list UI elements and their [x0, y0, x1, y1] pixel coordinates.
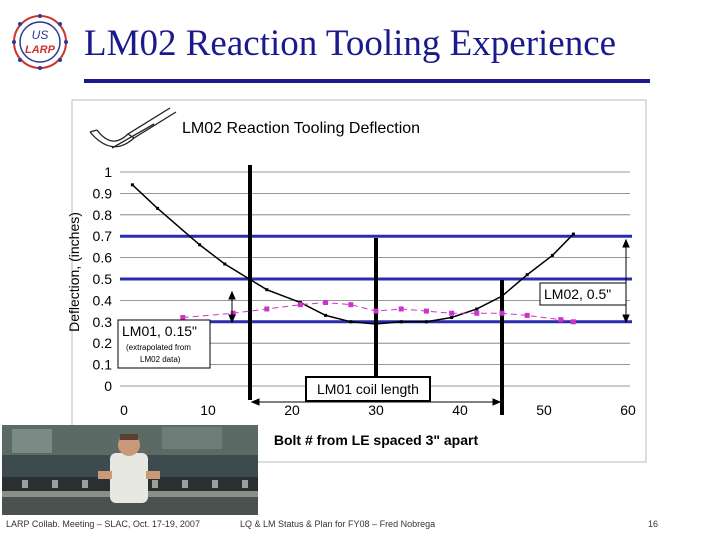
- coil-length-annotation: LM01 coil length: [317, 381, 419, 397]
- x-tick-label: 40: [452, 402, 468, 418]
- y-tick-label: 0.2: [93, 335, 113, 351]
- y-tick-label: 0.8: [93, 207, 113, 223]
- lm02-data-point: [324, 313, 328, 317]
- y-tick-label: 0.7: [93, 228, 113, 244]
- lm01-data-point: [398, 306, 404, 312]
- lm02-data-point: [223, 262, 227, 266]
- us-larp-logo: US LARP: [12, 14, 68, 70]
- lm02-data-point: [374, 322, 378, 326]
- y-tick-label: 1: [104, 164, 112, 180]
- lm01-annotation: LM01, 0.15": [122, 323, 197, 339]
- lm01-data-point: [230, 310, 236, 316]
- footer-meeting: LARP Collab. Meeting – SLAC, Oct. 17-19,…: [6, 519, 200, 529]
- y-tick-label: 0.4: [93, 292, 113, 308]
- lm01-annotation-box: [117, 319, 211, 369]
- slide-title: LM02 Reaction Tooling Experience: [84, 23, 617, 64]
- title-rule: [84, 79, 650, 83]
- lm02-data-point: [349, 320, 353, 324]
- x-tick-label: 20: [284, 402, 300, 418]
- lm02-data-point: [500, 294, 504, 298]
- x-tick-label: 50: [536, 402, 552, 418]
- lm02-data-point: [550, 253, 554, 257]
- lm01-data-point: [323, 300, 329, 306]
- lm01-data-point: [180, 315, 186, 321]
- lm01-data-point: [423, 308, 429, 314]
- lm01-data-point: [474, 310, 480, 316]
- x-tick-label: 10: [200, 402, 216, 418]
- chart-title: LM02 Reaction Tooling Deflection: [182, 120, 420, 137]
- lm02-deflection-arrow: [622, 238, 630, 324]
- lm02-data-point: [475, 307, 479, 311]
- tooling-cross-section-icon: [89, 107, 177, 149]
- y-tick-label: 0.1: [93, 357, 113, 373]
- y-axis-label: Deflection, (inches): [66, 212, 82, 332]
- lm01-data-point: [348, 302, 354, 308]
- lm01-data-point: [499, 310, 505, 316]
- lm02-annotation-box: [539, 282, 627, 306]
- lm02-data-point: [156, 206, 160, 210]
- lm02-data-point: [525, 273, 529, 277]
- lm02-data-point: [265, 288, 269, 292]
- lm01-data-point: [373, 308, 379, 314]
- lm01-data-point: [570, 319, 576, 325]
- x-tick-label: 30: [368, 402, 384, 418]
- lm02-data-point: [130, 183, 134, 187]
- lm01-data-point: [264, 306, 270, 312]
- y-tick-label: 0.3: [93, 314, 113, 330]
- x-tick-label: 60: [620, 402, 636, 418]
- lm01-annotation-note-2: LM02 data): [140, 355, 181, 364]
- logo-text-us: US: [32, 28, 49, 42]
- lm01-data-point: [524, 312, 530, 318]
- page-number: 16: [648, 519, 659, 529]
- chart-frame: [71, 99, 647, 463]
- lm02-data-point: [424, 320, 428, 324]
- footer-talk: LQ & LM Status & Plan for FY08 – Fred No…: [240, 519, 436, 529]
- lm01-deflection-arrow: [228, 290, 236, 324]
- y-tick-label: 0.9: [93, 185, 113, 201]
- lm02-data-point: [571, 232, 575, 236]
- x-tick-label: 0: [120, 402, 128, 418]
- y-tick-label: 0.6: [93, 250, 113, 266]
- lm02-annotation: LM02, 0.5": [544, 286, 611, 302]
- lm02-data-point: [198, 243, 202, 247]
- lm01-annotation-note-1: (extrapolated from: [126, 343, 191, 352]
- y-tick-label: 0: [104, 378, 112, 394]
- logo-text-larp: LARP: [25, 44, 56, 56]
- lm02-data-point: [450, 316, 454, 320]
- x-axis-label: Bolt # from LE spaced 3" apart: [274, 432, 479, 448]
- coil-length-annotation-box: [305, 376, 431, 402]
- lm02-data-point: [399, 320, 403, 324]
- lm01-data-point: [558, 317, 564, 323]
- lm01-data-point: [449, 310, 455, 316]
- tooling-photo: [2, 425, 258, 515]
- lm01-data-point: [297, 302, 303, 308]
- y-tick-label: 0.5: [93, 271, 113, 287]
